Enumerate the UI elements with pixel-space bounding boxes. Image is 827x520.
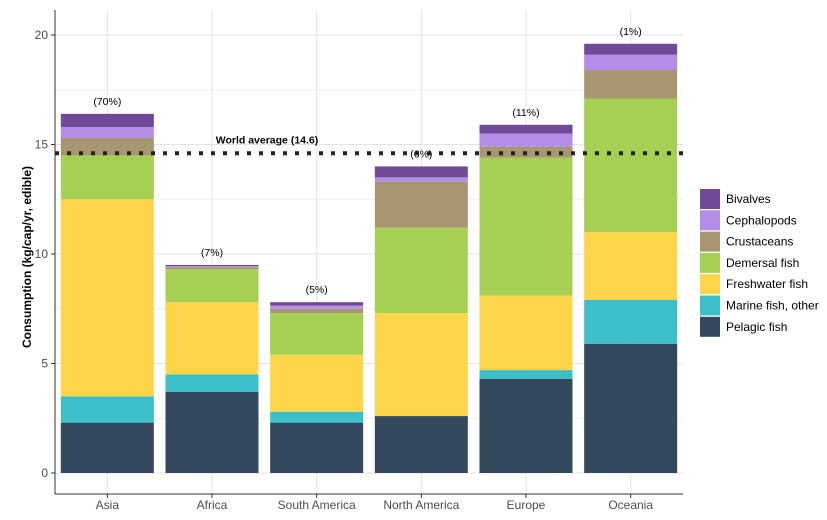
bars: (70%)(7%)(5%)(6%)(11%)(1%) [60,26,678,473]
bar-segment-crustaceans [270,308,364,314]
legend-label-bivalves: Bivalves [726,192,771,206]
legend-swatch-marine-fish-other [700,295,720,316]
x-tick-label: North America [383,498,459,512]
bar-segment-crustaceans [60,137,154,156]
bar-segment-bivalves [60,113,154,127]
share-label: (7%) [201,247,223,259]
share-label: (5%) [306,284,328,296]
x-tick-label: Asia [96,498,120,512]
share-label: (70%) [93,96,121,108]
axes: 0 5 10 15 20 Asia Africa South America North Ame… [35,10,683,512]
bar-segment-demersal-fish [165,269,259,303]
legend: Bivalves Cephalopods Crustaceans Demersal f… [700,189,819,337]
y-tick-label: 5 [41,357,48,371]
bar-segment-pelagic-fish [270,422,364,473]
x-tick-label: Africa [197,498,228,512]
world-average-label: World average (14.6) [216,134,319,146]
legend-swatch-freshwater-fish [700,274,720,295]
bar-segment-cephalopods [60,126,154,138]
bar-segment-pelagic-fish [584,343,678,473]
bar-segment-demersal-fish [60,155,154,200]
bar-segment-bivalves [270,302,364,306]
bar-segment-marine-fish-other [60,396,154,423]
bar-segment-freshwater-fish [165,302,259,375]
bar-segment-crustaceans [584,70,678,99]
legend-swatch-bivalves [700,189,720,209]
bar-segment-crustaceans [374,181,468,228]
x-tick-label: South America [278,498,356,512]
x-tick-label: Oceania [608,498,653,512]
legend-label-freshwater-fish: Freshwater fish [726,277,808,291]
bar-segment-marine-fish-other [584,299,678,344]
bar-segment-bivalves [374,166,468,178]
bar-segment-marine-fish-other [165,374,259,392]
bar-segment-bivalves [584,43,678,55]
y-tick-label: 10 [35,247,49,261]
bar-segment-cephalopods [270,305,364,309]
legend-swatch-demersal-fish [700,252,720,273]
bar-segment-pelagic-fish [479,378,573,473]
legend-label-pelagic-fish: Pelagic fish [726,320,787,334]
bar-segment-marine-fish-other [479,370,573,379]
bar-segment-marine-fish-other [270,411,364,423]
bar-segment-demersal-fish [584,98,678,233]
y-tick-label: 15 [35,138,49,152]
y-axis-title: Consumption (kg/cap/yr, edible) [20,166,34,348]
bar-segment-demersal-fish [270,313,364,355]
share-label: (11%) [512,107,539,119]
bar-segment-crustaceans [165,267,259,270]
share-label: (1%) [620,26,642,38]
y-tick-label: 20 [35,28,49,42]
bar-segment-demersal-fish [479,157,573,296]
bar-segment-cephalopods [584,54,678,71]
bar-segment-cephalopods [374,177,468,182]
bar-segment-freshwater-fish [584,232,678,300]
bar-segment-freshwater-fish [374,313,468,417]
bar-segment-pelagic-fish [165,391,259,473]
bar-segment-bivalves [165,264,259,267]
bar-segment-pelagic-fish [60,422,154,473]
legend-swatch-cephalopods [700,210,720,231]
bar-segment-freshwater-fish [270,354,364,412]
legend-label-crustaceans: Crustaceans [726,235,793,249]
bar-segment-bivalves [479,124,573,134]
bar-segment-freshwater-fish [60,199,154,397]
legend-label-marine-fish-other: Marine fish, other [726,299,819,313]
legend-label-cephalopods: Cephalopods [726,213,797,227]
y-tick-label: 0 [41,466,48,480]
legend-swatch-pelagic-fish [700,316,720,337]
bar-segment-demersal-fish [374,227,468,314]
bar-segment-cephalopods [479,133,573,147]
legend-swatch-crustaceans [700,231,720,252]
world-average-line-group: World average (14.6) [55,134,683,156]
x-tick-label: Europe [507,498,546,512]
bar-segment-cephalopods [165,266,259,268]
legend-label-demersal-fish: Demersal fish [726,256,799,270]
bar-segment-pelagic-fish [374,416,468,473]
bar-segment-freshwater-fish [479,295,573,371]
